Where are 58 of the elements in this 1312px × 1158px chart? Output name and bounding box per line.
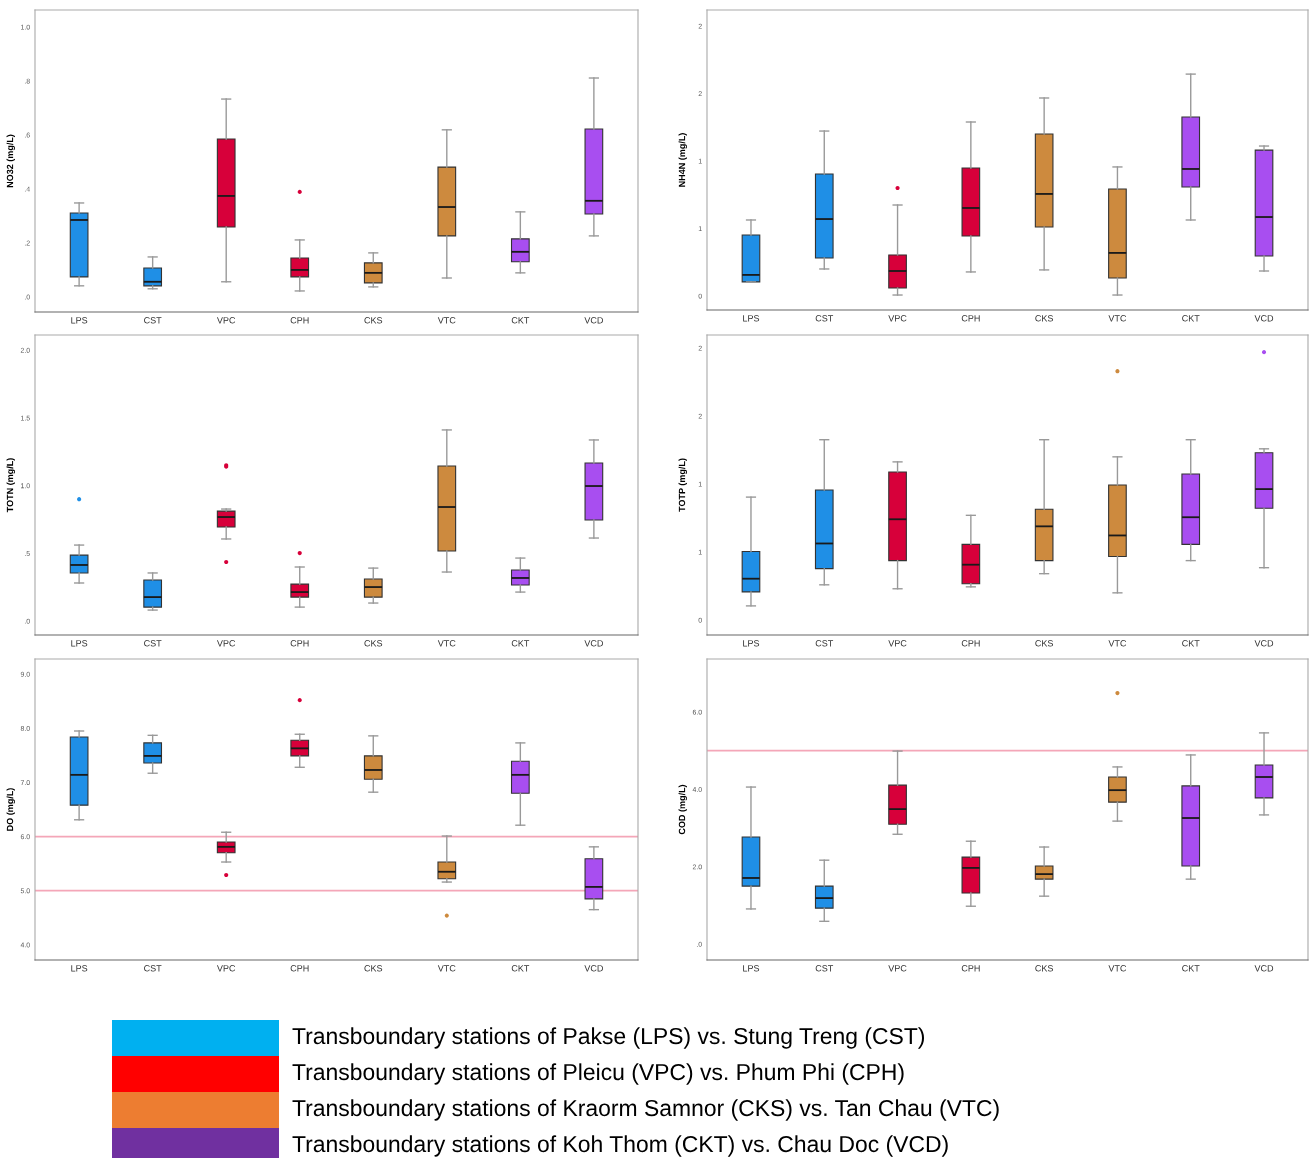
x-tick-label: CKS bbox=[364, 965, 383, 972]
x-tick-label: VPC bbox=[888, 965, 907, 972]
x-tick-label: CPH bbox=[290, 640, 309, 647]
x-tick-label: LPS bbox=[71, 640, 88, 647]
x-tick-label: CKS bbox=[1035, 640, 1054, 647]
x-tick-label: LPS bbox=[743, 315, 760, 322]
x-tick-label: VCD bbox=[584, 640, 603, 647]
y-axis-title: COD (mg/L) bbox=[678, 784, 687, 835]
x-tick-label: VPC bbox=[888, 640, 907, 647]
category-label: Transboundary stations of Pakse (LPS) vs. Stung Treng (CST) bbox=[292, 1027, 925, 1049]
x-tick-label: VTC bbox=[1108, 640, 1127, 647]
x-tick-label: CKT bbox=[1182, 315, 1200, 322]
x-tick-label: VCD bbox=[1254, 315, 1274, 322]
x-tick-label: CPH bbox=[290, 317, 309, 324]
y-axis-title: TOTP (mg/L) bbox=[678, 458, 687, 512]
x-tick-label: CKS bbox=[364, 640, 383, 647]
x-tick-label: CPH bbox=[961, 965, 980, 972]
x-tick-label: CPH bbox=[961, 315, 980, 322]
x-tick-label: VPC bbox=[216, 965, 236, 972]
category-label: Transboundary stations of Koh Thom (CKT) vs. Chau Doc (VCD) bbox=[292, 1135, 948, 1157]
x-tick-label: LPS bbox=[71, 965, 88, 972]
y-axis-title: TOTN (mg/L) bbox=[6, 458, 15, 513]
x-tick-label: CKS bbox=[1035, 315, 1054, 322]
x-tick-label: CKS bbox=[364, 317, 383, 324]
x-tick-label: VCD bbox=[1254, 965, 1274, 972]
x-tick-label: VTC bbox=[1108, 965, 1127, 972]
x-tick-label: CPH bbox=[961, 640, 980, 647]
x-tick-label: VTC bbox=[1108, 315, 1127, 322]
x-tick-label: LPS bbox=[743, 965, 760, 972]
x-tick-label: CKT bbox=[1182, 640, 1200, 647]
x-tick-label: LPS bbox=[743, 640, 760, 647]
x-tick-label: CKT bbox=[511, 640, 530, 647]
x-tick-label: CKS bbox=[1035, 965, 1054, 972]
x-tick-label: CKT bbox=[1182, 965, 1200, 972]
x-tick-label: VPC bbox=[888, 315, 907, 322]
x-tick-label: CPH bbox=[290, 965, 309, 972]
x-tick-label: CST bbox=[815, 315, 834, 322]
y-axis-title: DO (mg/L) bbox=[6, 788, 15, 831]
x-tick-label: CST bbox=[144, 965, 162, 972]
x-tick-label: VCD bbox=[584, 965, 603, 972]
x-tick-label: CST bbox=[144, 317, 162, 324]
x-tick-label: LPS bbox=[71, 317, 88, 324]
x-tick-label: VCD bbox=[584, 317, 603, 324]
y-axis-title: NO32 (mg/L) bbox=[6, 134, 15, 188]
x-tick-label: VPC bbox=[216, 317, 236, 324]
x-tick-label: CST bbox=[815, 640, 834, 647]
x-tick-label: CST bbox=[144, 640, 162, 647]
x-tick-label: VPC bbox=[216, 640, 236, 647]
category-label: Transboundary stations of Kraorm Samnor (CKS) vs. Tan Chau (VTC) bbox=[292, 1099, 999, 1121]
x-tick-label: CKT bbox=[511, 317, 530, 324]
x-tick-label: CST bbox=[815, 965, 834, 972]
x-tick-label: VCD bbox=[1254, 640, 1274, 647]
category-label: Transboundary stations of Pleicu (VPC) vs. Phum Phi (CPH) bbox=[292, 1063, 904, 1085]
x-tick-label: CKT bbox=[511, 965, 530, 972]
x-tick-label: VTC bbox=[437, 640, 456, 647]
x-tick-label: VTC bbox=[437, 317, 456, 324]
y-axis-title: NH4N (mg/L) bbox=[678, 133, 687, 187]
x-tick-label: VTC bbox=[437, 965, 456, 972]
